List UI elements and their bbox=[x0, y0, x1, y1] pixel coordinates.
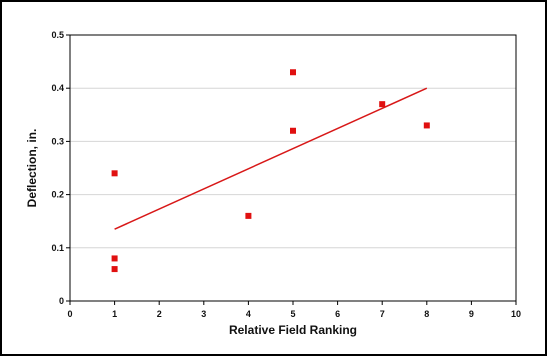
x-tick-label: 1 bbox=[112, 309, 117, 319]
x-tick-label: 4 bbox=[246, 309, 251, 319]
data-point bbox=[111, 170, 118, 177]
x-tick-label: 0 bbox=[67, 309, 72, 319]
x-axis-label: Relative Field Ranking bbox=[229, 323, 357, 337]
y-tick-label: 0.3 bbox=[51, 136, 64, 146]
data-point bbox=[379, 101, 386, 108]
data-point bbox=[290, 127, 296, 134]
x-tick-label: 10 bbox=[511, 309, 521, 319]
x-tick-label: 5 bbox=[290, 309, 295, 319]
y-axis-label: Deflection, in. bbox=[25, 129, 39, 208]
y-tick-label: 0.1 bbox=[51, 243, 64, 253]
x-tick-label: 7 bbox=[380, 309, 385, 319]
y-tick-label: 0.5 bbox=[51, 30, 64, 40]
data-point bbox=[111, 266, 118, 273]
x-tick-label: 3 bbox=[201, 309, 206, 319]
y-tick-label: 0 bbox=[59, 296, 64, 306]
data-point bbox=[423, 122, 430, 129]
x-tick-label: 6 bbox=[335, 309, 340, 319]
grid-lines bbox=[70, 87, 516, 249]
x-tick-label: 2 bbox=[157, 309, 162, 319]
y-axis-ticks: 0 0.1 0.2 0.3 0.4 0.5 bbox=[51, 30, 70, 306]
data-point bbox=[245, 212, 252, 219]
y-tick-label: 0.2 bbox=[51, 190, 64, 200]
y-tick-label: 0.4 bbox=[51, 83, 64, 93]
x-axis-ticks: 0 1 2 3 4 5 6 7 8 9 10 bbox=[67, 301, 521, 319]
data-point bbox=[290, 69, 296, 76]
x-tick-label: 8 bbox=[424, 309, 429, 319]
x-tick-label: 9 bbox=[469, 309, 474, 319]
trend-line bbox=[114, 87, 428, 230]
data-point bbox=[111, 255, 118, 262]
data-points bbox=[111, 69, 430, 273]
